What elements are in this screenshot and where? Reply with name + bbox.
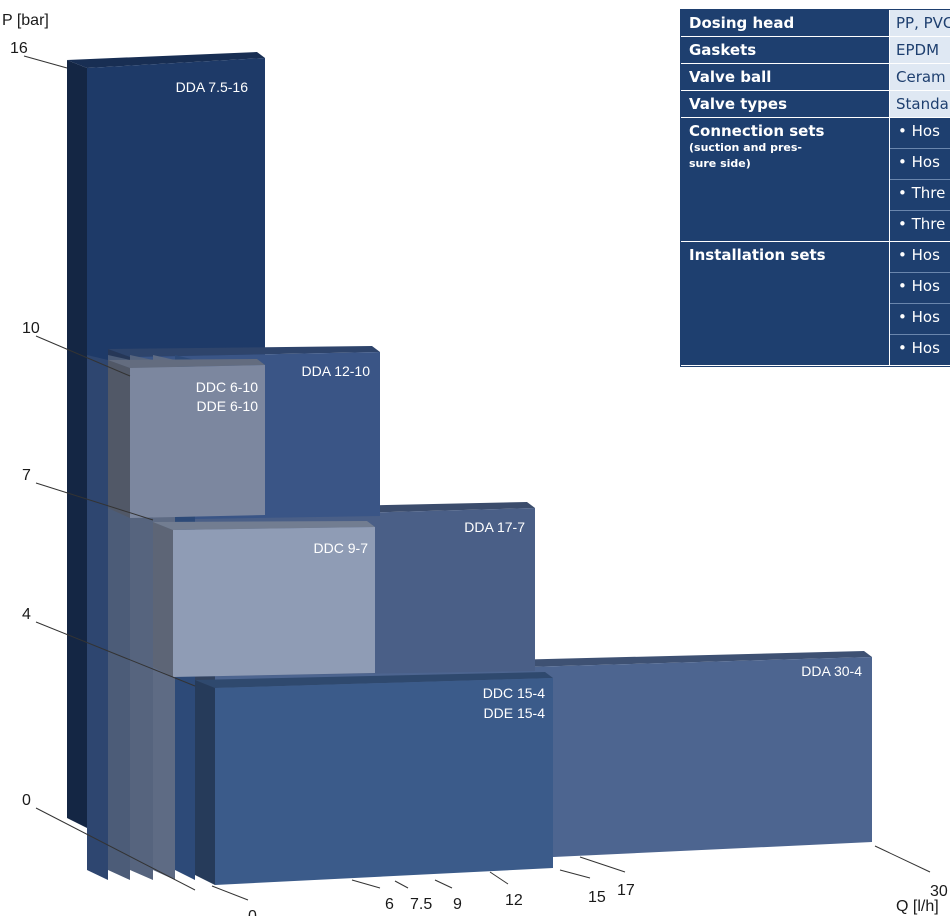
spec-row-gaskets: Gaskets EPDM	[681, 37, 950, 64]
x-tick-line	[434, 879, 453, 889]
bar-label: DDE 15-4	[484, 705, 546, 721]
y-tick-label: 4	[22, 606, 31, 623]
spec-list-item: • Hos	[890, 242, 950, 273]
y-tick-label: 7	[22, 467, 31, 484]
bar-ddc-15-4	[195, 672, 553, 885]
bar-top-face	[67, 52, 265, 68]
y-tick-line	[23, 55, 68, 69]
spec-list-item: • Hos	[898, 339, 940, 357]
y-tick-line	[35, 335, 131, 377]
y-axis-label: P [bar]	[2, 12, 49, 29]
spec-list-item: • Thre	[898, 215, 946, 233]
spec-row-connection-sets: Connection sets (suction and pres- sure …	[681, 118, 950, 242]
x-tick-label: 30	[930, 883, 948, 900]
column-strip	[87, 355, 108, 880]
spec-list-item: • Hos	[890, 273, 950, 304]
x-tick-label: 9	[453, 896, 462, 913]
spec-key: Valve ball	[681, 64, 890, 91]
bar-top-face	[108, 346, 380, 357]
spec-list-item: • Hos	[890, 118, 950, 149]
x-tick-label: 6	[385, 896, 394, 913]
spec-row-dosing-head: Dosing head PP, PVC	[681, 10, 950, 37]
bar-side-face	[153, 522, 173, 677]
spec-list: • Hos • Hos • Hos • Hos	[890, 242, 950, 366]
y-tick-line	[35, 621, 196, 687]
y-tick-label: 0	[22, 792, 31, 809]
spec-key: Valve types	[681, 91, 890, 118]
bar-label: DDE 6-10	[197, 398, 259, 414]
x-tick-line	[874, 845, 931, 873]
spec-key-sublabel: sure side)	[689, 157, 751, 170]
spec-key: Installation sets	[681, 242, 890, 366]
bar-label: DDA 17-7	[464, 519, 525, 535]
bar-top-face	[108, 359, 265, 368]
spec-list-item: • Hos	[890, 149, 950, 180]
bar-ddc-9-7	[153, 521, 375, 677]
spec-row-installation-sets: Installation sets • Hos • Hos • Hos • Ho…	[681, 242, 950, 366]
spec-list: • Hos • Hos • Thre • Thre	[890, 118, 950, 242]
bar-top-face	[153, 521, 375, 530]
spec-key-label: Connection sets	[689, 122, 825, 140]
x-tick-label: 7.5	[410, 896, 432, 913]
x-tick-line	[559, 869, 591, 879]
y-tick-label: 16	[10, 40, 28, 57]
spec-key: Gaskets	[681, 37, 890, 64]
spec-table: Dosing head PP, PVC Gaskets EPDM Valve b…	[680, 9, 950, 367]
y-tick-line	[35, 807, 196, 891]
x-tick-line	[579, 856, 626, 873]
x-tick-line	[489, 871, 509, 885]
spec-value: Standa	[890, 91, 950, 118]
bar-side-face	[108, 360, 130, 518]
spec-row-valve-types: Valve types Standa	[681, 91, 950, 118]
spec-list-item: • Thre	[890, 180, 950, 211]
bar-label: DDA 12-10	[302, 363, 371, 379]
y-tick-label: 10	[22, 320, 40, 337]
spec-value: EPDM	[890, 37, 950, 64]
bar-label: DDA 30-4	[801, 663, 862, 679]
bar-side-face	[67, 60, 87, 828]
spec-key: Connection sets (suction and pres- sure …	[681, 118, 890, 242]
bar-label: DDA 7.5-16	[176, 79, 249, 95]
x-tick-label: 0	[248, 908, 257, 916]
bar-label: DDC 6-10	[196, 379, 258, 395]
spec-key: Dosing head	[681, 10, 890, 37]
x-tick-line	[211, 885, 249, 901]
bar-front-face	[173, 527, 375, 677]
y-tick-line	[35, 482, 154, 521]
bar-top-face	[195, 672, 553, 688]
spec-value: PP, PVC	[890, 10, 950, 37]
bar-front-face	[130, 365, 265, 518]
bar-side-face	[195, 680, 215, 885]
x-tick-label: 12	[505, 892, 523, 909]
spec-key-sublabel: (suction and pres-	[689, 141, 803, 154]
spec-row-valve-ball: Valve ball Ceram	[681, 64, 950, 91]
x-tick-line	[351, 879, 381, 889]
x-axis-label: Q [l/h]	[896, 898, 939, 915]
spec-value: Ceram	[890, 64, 950, 91]
x-tick-label: 17	[617, 882, 635, 899]
bar-label: DDC 15-4	[483, 685, 545, 701]
x-tick-line	[394, 880, 409, 889]
bar-front-face	[215, 678, 553, 885]
bar-label: DDC 9-7	[314, 540, 369, 556]
spec-list-item: • Hos	[890, 304, 950, 335]
bar-ddc-6-10	[108, 359, 265, 518]
x-tick-label: 15	[588, 889, 606, 906]
